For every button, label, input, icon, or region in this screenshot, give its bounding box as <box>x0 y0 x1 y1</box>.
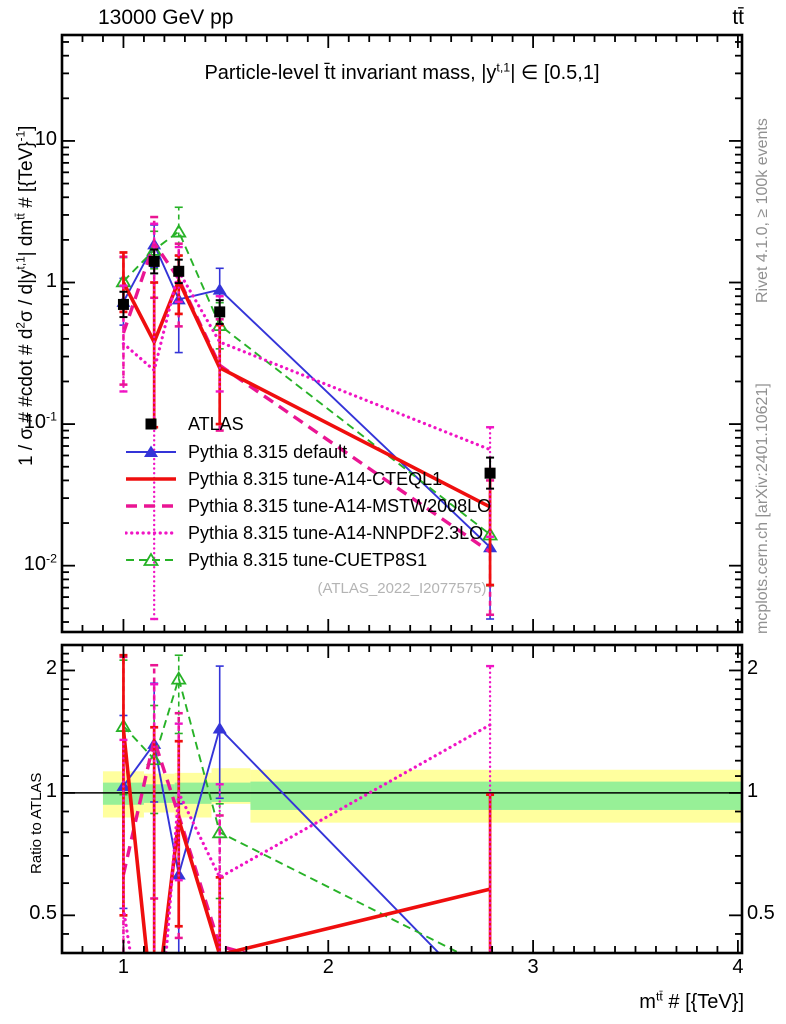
x-tick-label: 4 <box>732 956 744 978</box>
process-label: tt̄ <box>732 6 744 29</box>
analysis-watermark: (ATLAS_2022_I2077575) <box>317 580 487 597</box>
series-line <box>122 230 491 536</box>
legend-marker-none-solid <box>126 477 176 481</box>
y-tick-label-main: 10 <box>34 127 57 150</box>
beam-energy-label: 13000 GeV pp <box>98 6 234 29</box>
panel-frame <box>60 643 744 955</box>
legend-label: Pythia 8.315 tune-CUETP8S1 <box>188 549 428 570</box>
x-axis-label: mtt̄ # [{TeV}] <box>639 989 744 1013</box>
series-line <box>121 723 492 953</box>
mcplots-note: mcplots.cern.ch [arXiv:2401.10621] <box>754 383 771 634</box>
rivet-version-note: Rivet 4.1.0, ≥ 100k events <box>754 118 771 303</box>
y-tick-label-ratio: 0.5 <box>29 902 57 925</box>
legend-label: ATLAS <box>188 413 244 434</box>
legend-item-series-1: Pythia 8.315 default <box>125 440 347 464</box>
legend-marker-filled-square-none <box>145 418 157 430</box>
legend-marker-filled-triangle-solid <box>126 445 176 457</box>
legend-item-series-3: Pythia 8.315 tune-A14-MSTW2008LO <box>125 494 491 518</box>
error-bars <box>119 664 495 953</box>
x-tick-label: 1 <box>117 956 129 978</box>
y-tick-label-ratio: 2 <box>45 657 57 680</box>
plot-title: Particle-level t̄t invariant mass, |yt,1… <box>204 60 600 84</box>
legend-item-series-4: Pythia 8.315 tune-A14-NNPDF2.3LO <box>125 521 483 545</box>
uncertainty-bands <box>102 768 742 823</box>
series-line <box>122 675 462 953</box>
filled-square-markers <box>117 255 496 479</box>
y-tick-label-ratio-right: 0.5 <box>747 902 775 925</box>
legend-marker-none-dotted <box>125 531 177 535</box>
legend-label: Pythia 8.315 default <box>188 441 348 462</box>
legend-item-atlas: ATLAS <box>125 412 244 436</box>
y-tick-label-ratio: 1 <box>45 779 57 802</box>
y-tick-label-main: 10-2 <box>23 551 57 575</box>
legend-marker-open-triangle-dashed <box>126 552 176 566</box>
legend-marker-none-dashed <box>126 504 176 508</box>
legend-item-series-2: Pythia 8.315 tune-A14-CTEQL1 <box>125 467 442 491</box>
y-tick-label-main: 10-1 <box>23 409 57 434</box>
legend-label: Pythia 8.315 tune-A14-NNPDF2.3LO <box>188 522 484 543</box>
legend-label: Pythia 8.315 tune-A14-MSTW2008LO <box>188 495 492 516</box>
axis-ticks <box>61 35 742 953</box>
y-tick-label-main: 1 <box>45 269 57 292</box>
y-tick-label-ratio-right: 2 <box>747 657 759 680</box>
series-line <box>121 239 492 554</box>
legend-item-series-5: Pythia 8.315 tune-CUETP8S1 <box>125 548 427 572</box>
y-tick-label-ratio-right: 1 <box>747 779 759 802</box>
x-tick-label: 3 <box>527 956 539 978</box>
x-tick-label: 2 <box>322 956 334 978</box>
panel-frame <box>60 33 744 634</box>
legend-label: Pythia 8.315 tune-A14-CTEQL1 <box>188 468 443 489</box>
open-triangle-markers <box>115 670 228 839</box>
